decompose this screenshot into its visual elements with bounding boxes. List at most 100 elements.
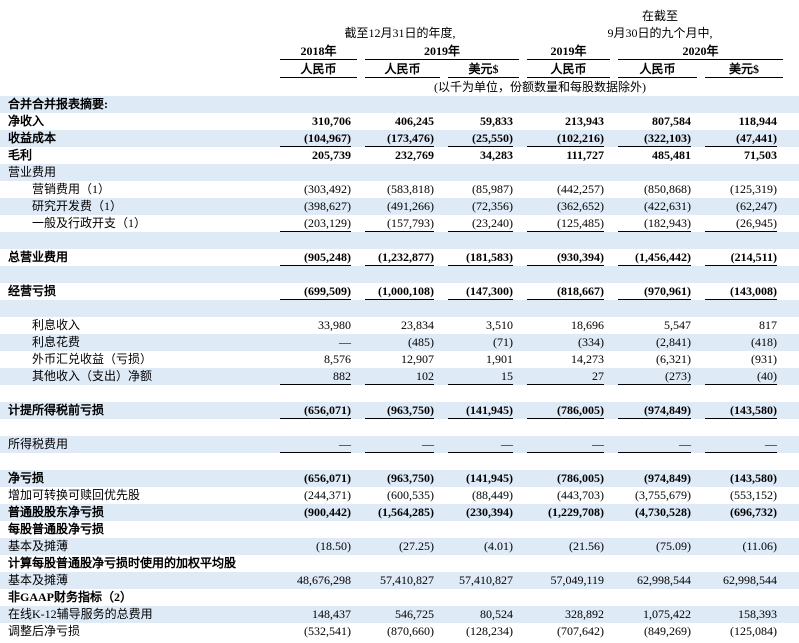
cell-value: (62,247) [736, 199, 777, 213]
cell-value: 62,998,544 [723, 573, 777, 587]
cell-value: 1,901 [486, 352, 513, 366]
cell-value: 3,510 [486, 318, 513, 332]
cell-value: (4.01) [484, 539, 513, 553]
cell-value: 14,273 [571, 352, 604, 366]
cell-value: (141,945) [448, 402, 513, 419]
cell-value: (72,356) [472, 199, 513, 213]
cell-value: 57,049,119 [550, 573, 604, 587]
cell-value: (553,152) [730, 488, 777, 502]
cell-value: (230,394) [466, 505, 513, 519]
row-label: 外币汇兑收益（亏损） [32, 352, 153, 366]
currency-header: 人民币 [618, 61, 697, 78]
cell-value: 59,833 [480, 114, 513, 128]
currency-header: 美元$ [448, 61, 519, 78]
cell-value: 8,576 [324, 352, 351, 366]
cell-value: (75.09) [656, 539, 691, 553]
cell-value: 71,503 [744, 148, 777, 162]
cell-value: 807,584 [652, 114, 691, 128]
cell-value: 213,943 [565, 114, 604, 128]
row-stripe [0, 130, 799, 147]
cell-value: (23,240) [448, 215, 513, 232]
row-label: 在线K-12辅导服务的总费用 [8, 607, 153, 621]
cell-value: — [280, 436, 351, 453]
cell-value: (104,967) [280, 130, 351, 147]
cell-value: (696,732) [730, 505, 777, 519]
row-label: 净收入 [8, 114, 45, 128]
cell-value: (322,103) [618, 130, 691, 147]
year-header: 2020年 [618, 43, 783, 60]
cell-value: (930,394) [527, 249, 604, 266]
row-stripe [0, 538, 799, 555]
cell-value: (931) [751, 352, 777, 366]
currency-header: 人民币 [365, 61, 440, 78]
cell-value: (40) [705, 368, 777, 385]
row-stripe [0, 266, 799, 283]
cell-value: — [448, 436, 513, 453]
cell-value: (18.50) [316, 539, 351, 553]
cell-value: (3,755,679) [635, 488, 691, 502]
cell-value: (963,750) [365, 402, 434, 419]
cell-value: 310,706 [312, 114, 351, 128]
cell-value: (25,550) [448, 130, 513, 147]
cell-value: 15 [448, 368, 513, 385]
row-label: 总营业费用 [8, 250, 69, 264]
row-stripe [0, 300, 799, 317]
year-header: 2019年 [365, 43, 519, 60]
cell-value: (418) [751, 335, 777, 349]
cell-value: 817 [759, 318, 777, 332]
row-stripe [0, 368, 799, 385]
cell-value: (850,868) [644, 182, 691, 196]
cell-value: 485,481 [652, 148, 691, 162]
row-label: 一般及行政开支（1） [32, 216, 147, 230]
row-label: 营业费用 [8, 165, 57, 179]
cell-value: 62,998,544 [637, 573, 691, 587]
cell-value: 406,245 [395, 114, 434, 128]
row-stripe [0, 504, 799, 521]
cell-value: (491,266) [387, 199, 434, 213]
cell-value: (128,234) [466, 624, 513, 638]
cell-value: (173,476) [365, 130, 434, 147]
cell-value: 48,676,298 [297, 573, 351, 587]
cell-value: (143,580) [730, 471, 777, 485]
row-label: 营销费用（1） [32, 182, 111, 196]
row-stripe [0, 436, 799, 453]
cell-value: (974,849) [618, 402, 691, 419]
cell-value: (786,005) [557, 471, 604, 485]
cell-value: 232,769 [395, 148, 434, 162]
cell-value: 546,725 [395, 607, 434, 621]
cell-value: — [339, 335, 351, 349]
cell-value: 33,980 [318, 318, 351, 332]
cell-value: (141,945) [466, 471, 513, 485]
cell-value: 118,944 [738, 114, 777, 128]
row-label: 利息收入 [32, 318, 81, 332]
cell-value: (707,642) [557, 624, 604, 638]
cell-value: 102 [365, 368, 434, 385]
row-stripe [0, 334, 799, 351]
cell-value: (125,084) [730, 624, 777, 638]
cell-value: (443,703) [557, 488, 604, 502]
cell-value: (273) [618, 368, 691, 385]
cell-value: (27.25) [399, 539, 434, 553]
cell-value: (47,441) [705, 130, 777, 147]
cell-value: (21.56) [569, 539, 604, 553]
row-stripe [0, 96, 799, 113]
cell-value: (244,371) [304, 488, 351, 502]
cell-value: (963,750) [387, 471, 434, 485]
cell-value: 158,393 [738, 607, 777, 621]
cell-value: (1,232,877) [365, 249, 434, 266]
row-stripe [0, 232, 799, 249]
cell-value: (905,248) [280, 249, 351, 266]
row-stripe [0, 606, 799, 623]
cell-value: (1,456,442) [618, 249, 691, 266]
cell-value: (786,005) [527, 402, 604, 419]
currency-header: 人民币 [527, 61, 610, 78]
currency-header: 人民币 [280, 61, 357, 78]
cell-value: (1,564,285) [378, 505, 434, 519]
cell-value: 111,727 [566, 148, 604, 162]
row-stripe [0, 198, 799, 215]
row-label: 计算每股普通股净亏损时使用的加权平均股 [8, 556, 237, 570]
cell-value: (334) [578, 335, 604, 349]
cell-value: (699,509) [280, 283, 351, 300]
cell-value: (125,485) [527, 215, 604, 232]
cell-value: 18,696 [571, 318, 604, 332]
